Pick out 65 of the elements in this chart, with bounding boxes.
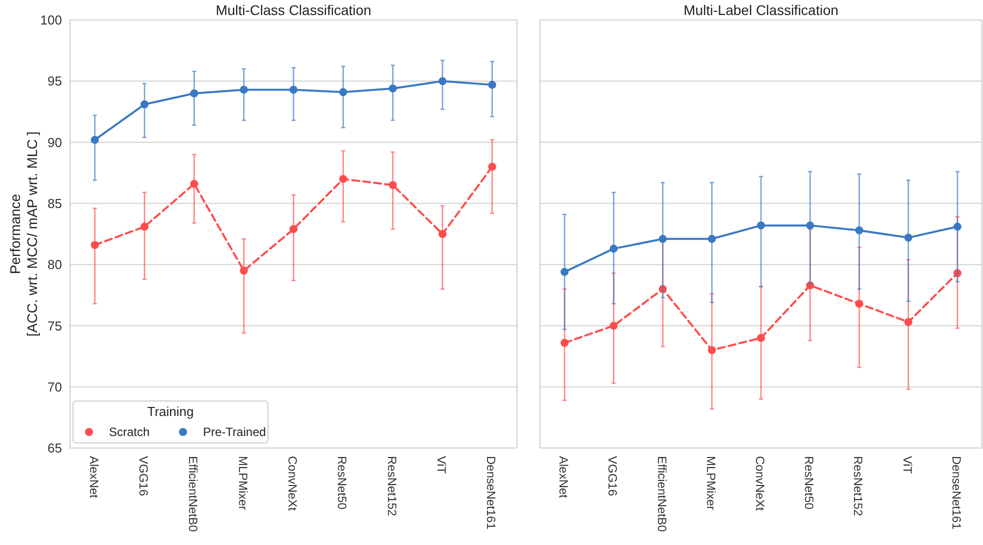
chart-title: Multi-Class Classification — [216, 2, 372, 18]
point — [438, 230, 446, 238]
point — [290, 225, 298, 234]
y-tick-label: 95 — [48, 74, 62, 89]
legend-label: Pre-Trained — [203, 425, 266, 440]
x-tick-label: DenseNet161 — [484, 456, 498, 530]
point — [658, 234, 667, 243]
x-tick-label: VGG16 — [606, 456, 620, 496]
point — [388, 84, 397, 92]
point — [240, 86, 248, 94]
point — [757, 221, 765, 230]
y-tick-label: 85 — [48, 196, 62, 211]
point — [339, 88, 348, 96]
point — [610, 244, 618, 253]
point — [388, 181, 397, 190]
x-tick-label: ResNet152 — [851, 456, 866, 516]
x-tick-label: ResNet50 — [335, 456, 350, 510]
point — [140, 100, 148, 108]
point — [438, 77, 446, 86]
point — [855, 226, 864, 234]
point — [904, 318, 912, 326]
point — [708, 346, 716, 354]
point — [190, 89, 198, 98]
legend-title: Training — [147, 404, 194, 419]
x-tick-label: AlexNet — [86, 456, 101, 499]
y-axis-title: Performance [ACC. wrt. MCC/ mAP wrt. MLC ] — [7, 131, 40, 337]
point — [90, 241, 99, 250]
point — [140, 222, 148, 231]
x-tick-label: ViT — [900, 456, 914, 474]
point — [610, 322, 618, 330]
point — [560, 268, 569, 276]
x-tick-label: MLPMixer — [704, 456, 718, 510]
x-tick-label: ConvNeXt — [286, 456, 300, 512]
y-tick-label: 75 — [48, 318, 62, 334]
y-tick-label: 100 — [40, 12, 62, 28]
x-tick-label: AlexNet — [556, 456, 571, 499]
x-tick-label: DenseNet161 — [949, 456, 964, 530]
y-tick-label: 70 — [48, 379, 62, 394]
point — [855, 300, 864, 308]
point — [757, 334, 765, 342]
x-tick-label: MLPMixer — [236, 456, 250, 510]
point — [904, 234, 912, 242]
x-tick-label: ResNet152 — [384, 456, 399, 516]
y-tick-label: 90 — [48, 134, 62, 150]
y-tick-label: 80 — [48, 257, 62, 272]
legend-label: Scratch — [109, 425, 150, 440]
point — [953, 222, 962, 231]
chart-title: Multi-Label Classification — [684, 2, 838, 18]
x-tick-label: ResNet50 — [802, 456, 816, 510]
point — [90, 136, 99, 144]
x-tick-label: VGG16 — [136, 456, 150, 496]
x-tick-label: ViT — [434, 456, 448, 474]
point — [708, 234, 716, 243]
x-tick-label: EfficientNetB0 — [186, 456, 200, 532]
point — [806, 221, 814, 230]
point — [290, 86, 298, 94]
point — [560, 338, 569, 347]
x-tick-label: EfficientNetB0 — [654, 456, 669, 532]
point — [190, 180, 198, 188]
point — [339, 174, 348, 183]
y-tick-label: 65 — [48, 440, 62, 456]
x-tick-label: ConvNeXt — [753, 456, 767, 512]
point — [488, 162, 496, 171]
point — [488, 80, 496, 89]
point — [240, 266, 248, 275]
